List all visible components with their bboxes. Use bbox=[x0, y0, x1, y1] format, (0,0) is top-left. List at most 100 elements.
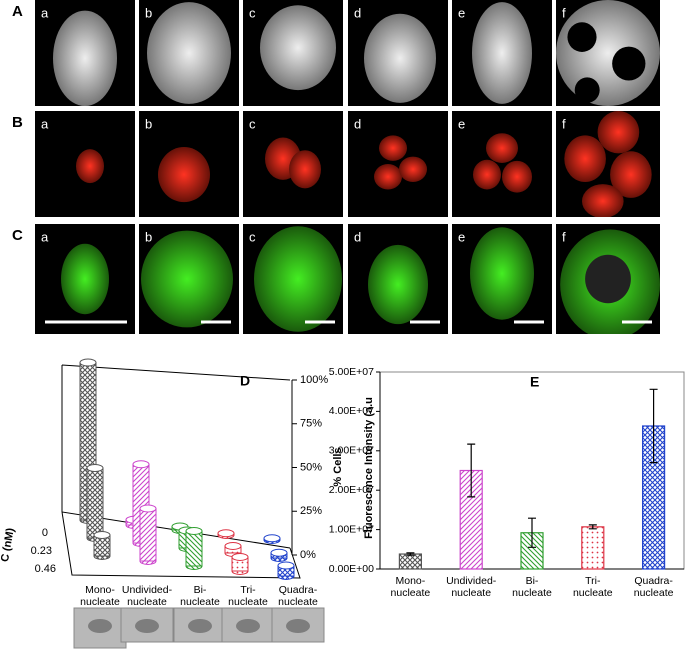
cell-signal bbox=[574, 77, 600, 103]
subpanel-label: d bbox=[354, 116, 361, 131]
y-axis-label: Fluorescence Intensity (a.u bbox=[363, 397, 375, 539]
x-tick-label: Mono-nucleate bbox=[390, 575, 431, 599]
depth-axis-label: C (nM) bbox=[0, 527, 17, 563]
error-bar bbox=[528, 517, 536, 548]
category-label: Quadra-nucleate bbox=[278, 584, 318, 608]
cell-signal bbox=[289, 150, 321, 189]
cell-signal bbox=[53, 10, 117, 106]
cell-signal bbox=[612, 46, 646, 81]
category-label: Tri-nucleate bbox=[228, 584, 268, 608]
cell-signal bbox=[473, 159, 501, 190]
cell-signal bbox=[364, 13, 436, 103]
cylinder bbox=[139, 508, 157, 562]
category-label: Mono-nucleate bbox=[80, 584, 120, 608]
cell-thumbnail-cell bbox=[286, 619, 310, 633]
cell-signal bbox=[147, 2, 231, 104]
subpanel-label: c bbox=[249, 229, 256, 244]
z-axis-label: % Cells bbox=[332, 447, 344, 486]
error-bar bbox=[406, 552, 415, 556]
cylinder-top bbox=[185, 527, 203, 535]
subpanel-label: a bbox=[41, 5, 49, 20]
depth-tick-label: 0 bbox=[42, 527, 48, 539]
y-tick-label: 0.00E+00 bbox=[329, 563, 374, 575]
bar bbox=[398, 553, 422, 570]
cell-thumbnail-cell bbox=[135, 619, 159, 633]
bar bbox=[581, 526, 605, 570]
category-label: Undivided-nucleate bbox=[121, 584, 173, 608]
cell-signal bbox=[567, 22, 597, 52]
cylinder-top bbox=[217, 529, 235, 538]
subpanel-label: b bbox=[145, 116, 152, 131]
cylinder-top bbox=[86, 464, 104, 472]
y-tick-label: 2.00E+07 bbox=[329, 484, 374, 496]
error-bar bbox=[649, 388, 658, 464]
cell-signal bbox=[582, 184, 624, 217]
subpanel-label: a bbox=[41, 116, 49, 131]
x-tick-label: Quadra-nucleate bbox=[633, 575, 674, 599]
cell-thumbnail-cell bbox=[236, 619, 260, 633]
cylinder-top bbox=[132, 460, 150, 469]
subpanel-label: c bbox=[249, 5, 256, 20]
cylinder-top bbox=[224, 542, 242, 550]
error-bar bbox=[588, 524, 597, 530]
micrograph bbox=[452, 111, 552, 217]
subpanel-label: e bbox=[458, 116, 465, 131]
z-tick-label: 50% bbox=[300, 461, 322, 473]
subpanel-label: b bbox=[145, 5, 152, 20]
subpanel-label: e bbox=[458, 5, 465, 20]
cell-signal bbox=[585, 254, 631, 304]
cylinder-top bbox=[93, 531, 111, 539]
chart-title: E bbox=[530, 374, 539, 390]
cell-signal bbox=[374, 164, 402, 190]
z-tick-label: 75% bbox=[300, 418, 322, 430]
x-tick-label: Undivided-nucleate bbox=[446, 575, 497, 599]
x-tick-label: Tri-nucleate bbox=[572, 575, 613, 599]
y-tick-label: 3.00E+07 bbox=[329, 445, 374, 457]
cell-signal bbox=[564, 135, 606, 183]
subpanel-label: d bbox=[354, 5, 361, 20]
subpanel-label: c bbox=[249, 116, 256, 131]
cylinder-top bbox=[270, 548, 288, 557]
cylinder-top bbox=[139, 504, 157, 513]
subpanel-label: f bbox=[562, 229, 566, 244]
cylinder bbox=[185, 530, 203, 567]
axis-box bbox=[61, 364, 301, 579]
y-tick-label: 1.00E+07 bbox=[329, 523, 374, 535]
cylinder-top bbox=[263, 534, 281, 543]
y-tick-label: 5.00E+07 bbox=[329, 366, 374, 378]
cell-signal bbox=[502, 160, 532, 193]
cell-thumbnail-cell bbox=[188, 619, 212, 633]
subpanel-label: e bbox=[458, 229, 465, 244]
cell-signal bbox=[141, 230, 233, 328]
subpanel-label: d bbox=[354, 229, 361, 244]
micrograph bbox=[348, 111, 448, 217]
cylinder-top bbox=[79, 358, 97, 367]
cell-signal bbox=[470, 227, 534, 320]
y-tick-label: 4.00E+07 bbox=[329, 405, 374, 417]
cylinder bbox=[86, 467, 104, 539]
z-tick-label: 100% bbox=[300, 374, 328, 386]
chart-title: D bbox=[240, 373, 250, 389]
x-tick-label: Bi-nucleate bbox=[512, 575, 552, 599]
row-label: C bbox=[12, 227, 23, 244]
cell-signal bbox=[76, 149, 104, 184]
depth-tick-label: 0.23 bbox=[31, 545, 52, 557]
subpanel-label: f bbox=[562, 116, 566, 131]
row-label: B bbox=[12, 114, 23, 131]
cell-signal bbox=[597, 111, 640, 154]
z-tick-label: 25% bbox=[300, 505, 322, 517]
cylinder-top bbox=[231, 553, 249, 561]
category-label: Bi-nucleate bbox=[180, 584, 220, 608]
row-label: A bbox=[12, 3, 23, 20]
cell-signal bbox=[556, 0, 660, 106]
cell-signal bbox=[368, 244, 428, 325]
cell-thumbnail-cell bbox=[88, 619, 112, 633]
error-bar bbox=[467, 443, 476, 498]
cell-signal bbox=[399, 156, 427, 183]
cell-signal bbox=[158, 147, 210, 203]
subpanel-label: a bbox=[41, 229, 49, 244]
subpanel-label: b bbox=[145, 229, 152, 244]
cell-signal bbox=[379, 135, 407, 161]
